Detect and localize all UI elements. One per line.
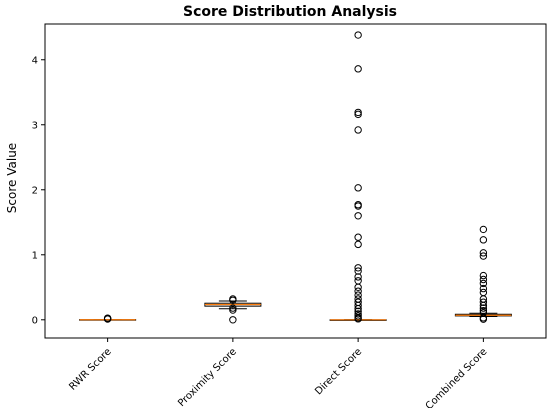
plot-frame (44, 23, 547, 339)
x-tick-label-direct-score: Direct Score (313, 346, 364, 397)
combined-score-flier (479, 249, 488, 257)
direct-score-flier (354, 212, 362, 220)
proximity-score-flier (229, 316, 237, 324)
combined-score-flier (479, 301, 488, 310)
y-tick-label: 2 (32, 185, 38, 196)
direct-score-flier (354, 273, 362, 281)
direct-score-flier (354, 264, 362, 272)
proximity-score-flier (229, 306, 237, 314)
direct-score-flier (354, 312, 362, 320)
direct-score-flier (354, 108, 362, 117)
x-tick-label-rwr-score: RWR Score (67, 346, 113, 392)
direct-score-flier (354, 202, 362, 210)
direct-score-flier (354, 31, 362, 39)
combined-score-flier (479, 271, 488, 280)
y-tick-label: 3 (32, 120, 38, 131)
direct-score-flier (354, 240, 362, 249)
combined-score-flier (479, 279, 488, 288)
combined-score-flier (479, 284, 488, 293)
y-axis-label: Score Value (5, 143, 19, 213)
direct-score-flier (354, 291, 362, 299)
direct-score-flier (354, 233, 362, 241)
rwr-score-flier (103, 314, 112, 322)
x-tick-label-combined-score: Combined Score (424, 346, 490, 408)
combined-score-flier (479, 288, 488, 297)
direct-score-flier (354, 65, 362, 73)
direct-score-flier (354, 283, 362, 291)
direct-score-flier (354, 315, 362, 323)
combined-score-flier (479, 304, 488, 312)
proximity-score-flier (229, 295, 237, 303)
direct-score-flier (354, 126, 362, 134)
direct-score-flier (354, 310, 362, 318)
direct-score-flier (354, 287, 362, 295)
x-tick-label-proximity-score: Proximity Score (176, 346, 239, 408)
proximity-score-flier (229, 304, 237, 312)
direct-score-flier (354, 110, 362, 119)
direct-score-flier (354, 277, 362, 285)
direct-score-flier (354, 267, 362, 275)
combined-score-flier (479, 252, 488, 260)
chart-title: Score Distribution Analysis (183, 4, 397, 20)
y-tick-label: 4 (32, 55, 38, 66)
combined-score-flier (479, 315, 488, 323)
plot-area: 0 1 2 3 4 RWR Score Proximity Score Direct Scor… (32, 23, 547, 408)
combined-score-flier (479, 298, 488, 306)
combined-score-flier (479, 275, 488, 284)
combined-score-flier (479, 225, 488, 234)
y-tick-label: 1 (32, 250, 38, 261)
direct-score-flier (354, 301, 362, 310)
direct-score-flier (354, 305, 362, 313)
direct-score-flier (354, 184, 362, 192)
combined-score-flier (479, 306, 488, 315)
y-tick-label: 0 (32, 315, 38, 326)
combined-score-flier (479, 236, 488, 244)
